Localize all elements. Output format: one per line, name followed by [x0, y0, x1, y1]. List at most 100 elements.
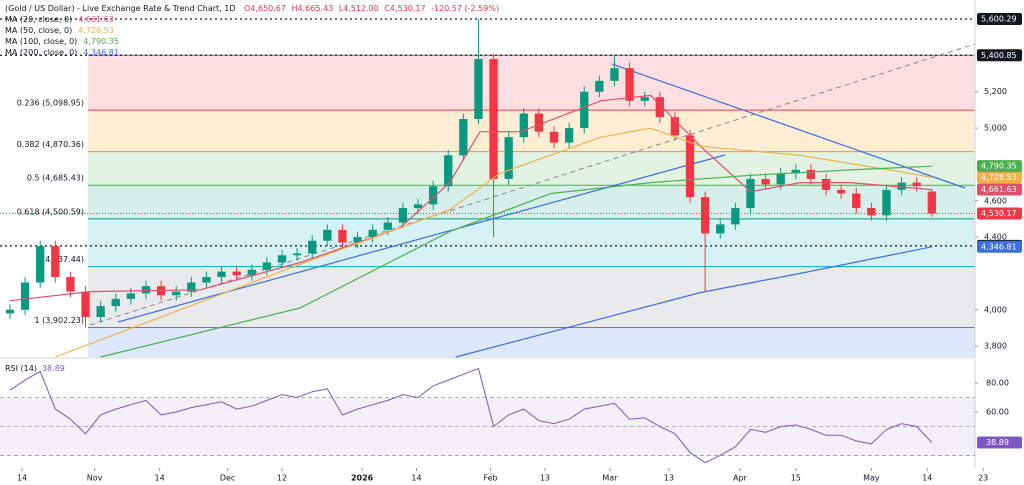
candle-body — [610, 68, 619, 81]
candle-body — [217, 271, 226, 278]
candle-body — [20, 282, 30, 310]
rsi-box-label: 38.89 — [986, 438, 1009, 447]
h-line-label: 5,400.85 — [981, 51, 1017, 60]
h-line-box — [977, 13, 1022, 26]
candle-body — [202, 277, 211, 283]
x-tick-label: 14 — [411, 474, 421, 483]
x-tick-label: 14 — [922, 474, 932, 483]
x-tick-label: 23 — [978, 474, 988, 483]
ohlc-high: H4,665.43 — [292, 4, 334, 13]
ma-box — [977, 171, 1022, 184]
x-tick-label: 14 — [17, 474, 27, 483]
x-tick-label: May — [863, 474, 880, 483]
fib-band — [88, 266, 975, 328]
axes: 5,600.295,400.854,351.635,2005,0004,6004… — [17, 13, 1022, 483]
rsi-y-tick-label: 60.00 — [986, 407, 1009, 416]
legend-name: MA (50, close, 0) — [5, 26, 72, 35]
candle-body — [716, 224, 725, 234]
candle-body — [474, 59, 483, 119]
fib-band — [88, 55, 975, 111]
rsi-legend: RSI (14) 38.89 — [5, 364, 65, 373]
candle-body — [262, 262, 272, 270]
candle-body — [247, 269, 256, 276]
y-tick-label: 5,000 — [984, 124, 1007, 133]
y-tick-label: 3,800 — [984, 342, 1007, 351]
candle-body — [549, 131, 559, 143]
candle-body — [444, 155, 453, 187]
price-box — [977, 207, 1022, 220]
header: (Gold / US Dollar) - Live Exchange Rate … — [5, 4, 499, 13]
candle-body — [882, 189, 891, 216]
ma-box-label: 4,346.81 — [981, 242, 1017, 251]
x-tick-label: 14 — [154, 474, 164, 483]
candle-body — [927, 191, 936, 214]
price-box-label: 4,530.17 — [981, 209, 1017, 218]
candle-body — [489, 59, 498, 179]
candle-body — [111, 298, 120, 307]
candle-body — [580, 91, 589, 129]
fib-band-base — [88, 327, 975, 357]
candle-body — [96, 306, 105, 318]
ma-box-label: 4,790.35 — [981, 162, 1017, 171]
candle-body — [428, 186, 438, 205]
candle-body — [534, 113, 544, 132]
rsi-pane: RSI (14) 38.89 — [0, 364, 975, 464]
candle-body — [700, 197, 710, 234]
x-tick-label: Nov — [87, 474, 103, 483]
candle-body — [232, 271, 241, 276]
title: (Gold / US Dollar) - Live Exchange Rate … — [5, 4, 236, 13]
ma-box-label: 4,661.63 — [981, 185, 1017, 194]
candle-body — [519, 113, 528, 138]
candle-body — [897, 182, 906, 190]
legend-entry: MA (50, close, 0) 4,728.53 — [5, 26, 114, 35]
fib-label: 0.236 (5,098.95) — [17, 99, 84, 108]
x-tick-label: Apr — [733, 474, 748, 483]
ma-box — [977, 160, 1022, 173]
y-tick-label: 4,400 — [984, 233, 1007, 242]
candle-body — [564, 128, 574, 143]
x-tick-label: 13 — [540, 474, 550, 483]
legend-name: MA (20, close, 0) — [5, 15, 72, 24]
candle-body — [323, 229, 332, 241]
candle-body — [685, 135, 695, 198]
legend-entry: MA (100, close, 0) 4,790.35 — [5, 37, 119, 46]
rsi-value: 38.89 — [42, 364, 65, 373]
candle-body — [383, 222, 392, 230]
fib-band — [88, 151, 975, 186]
x-tick-label: 13 — [664, 474, 674, 483]
fib-bands — [88, 55, 975, 357]
candle-body — [292, 253, 302, 256]
candle-body — [5, 309, 15, 314]
trendline-dashed — [89, 43, 976, 326]
legend-name: MA (200, close, 0) — [5, 48, 77, 57]
candle-body — [353, 237, 362, 243]
candle-body — [791, 169, 800, 174]
candle-body — [912, 182, 921, 187]
ma-box — [977, 240, 1022, 253]
legend-entry: MA (200, close, 0) 4,346.81 — [5, 48, 119, 57]
trendline-up — [117, 154, 726, 323]
ohlc-low: L4,512.00 — [339, 4, 379, 13]
x-tick-label: Mar — [602, 474, 618, 483]
fib-label: (4,237.44) — [42, 255, 84, 264]
candle-body — [413, 204, 423, 209]
candle-body — [126, 293, 136, 299]
candle-body — [746, 178, 755, 209]
rsi-line — [9, 367, 933, 464]
candle-body — [172, 291, 181, 296]
candle-body — [836, 189, 846, 194]
candle-body — [141, 286, 151, 294]
x-tick-label: 15 — [791, 474, 801, 483]
rsi-box — [977, 436, 1022, 449]
ohlc-change: -120.57 (-2.59%) — [431, 4, 499, 13]
candle-body — [459, 119, 468, 156]
candle-body — [81, 291, 90, 318]
candle-body — [806, 169, 816, 179]
legend-value: 4,728.53 — [78, 26, 114, 35]
moving-average — [455, 246, 932, 358]
candle-body — [852, 193, 861, 209]
candle-body — [187, 282, 196, 292]
candle-body — [655, 97, 664, 118]
candle-body — [51, 246, 60, 278]
